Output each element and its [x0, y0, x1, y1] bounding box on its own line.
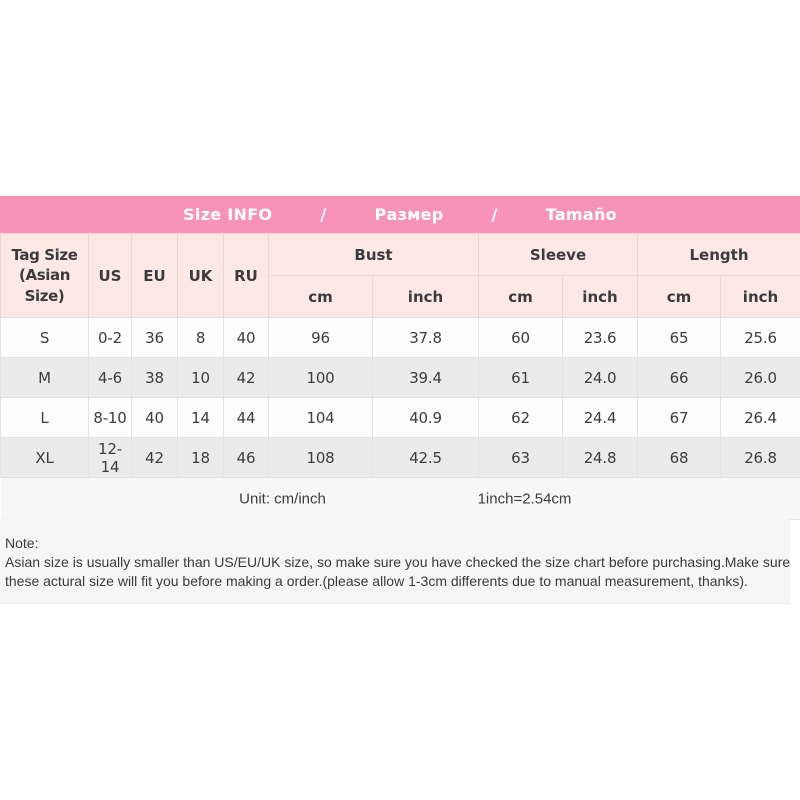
sleeve-group-header: Sleeve — [478, 233, 638, 276]
bust-group-header: Bust — [268, 233, 479, 276]
length-inch-cell: 26.4 — [720, 397, 800, 438]
length-cm-cell: 66 — [637, 357, 721, 398]
ru-size-cell: 42 — [223, 357, 269, 398]
tag-size-cell: XL — [0, 437, 89, 478]
us-size-cell: 12-14 — [88, 437, 132, 478]
bust-inch-cell: 40.9 — [372, 397, 479, 438]
sleeve-inch-cell: 24.4 — [562, 397, 638, 438]
title-segment-razmer: Размер — [374, 205, 444, 224]
size-chart: Size INFO / Размер / Tamaño Tag Size (As… — [0, 196, 800, 520]
note-line-2: these actural size will fit you before m… — [5, 573, 748, 589]
length-inch-cell: 25.6 — [720, 317, 800, 358]
size-row-s: S 0-2 36 8 40 96 37.8 60 23.6 65 25.6 — [0, 317, 800, 358]
bust-cm-cell: 104 — [268, 397, 373, 438]
uk-column-header: UK — [177, 233, 224, 318]
tag-size-cell: M — [0, 357, 89, 398]
us-size-cell: 4-6 — [88, 357, 132, 398]
eu-size-cell: 36 — [131, 317, 178, 358]
sleeve-inch-cell: 24.0 — [562, 357, 638, 398]
title-segment-tamano: Tamaño — [545, 205, 617, 224]
bust-cm-cell: 96 — [268, 317, 373, 358]
sleeve-inch-cell: 24.8 — [562, 437, 638, 478]
us-column-header: US — [88, 233, 132, 318]
title-segment-size-info: Size INFO — [183, 205, 273, 224]
ru-size-cell: 40 — [223, 317, 269, 358]
ru-size-cell: 44 — [223, 397, 269, 438]
eu-size-cell: 42 — [131, 437, 178, 478]
us-size-cell: 0-2 — [88, 317, 132, 358]
bust-cm-cell: 108 — [268, 437, 373, 478]
length-inch-cell: 26.8 — [720, 437, 800, 478]
eu-size-cell: 40 — [131, 397, 178, 438]
bust-inch-cell: 42.5 — [372, 437, 479, 478]
sleeve-cm-cell: 63 — [478, 437, 563, 478]
length-cm-header: cm — [637, 275, 721, 318]
size-table: Tag Size (Asian Size) US EU UK RU Bust S… — [0, 233, 800, 520]
uk-size-cell: 8 — [177, 317, 224, 358]
size-row-xl: XL 12-14 42 18 46 108 42.5 63 24.8 68 26… — [0, 437, 800, 478]
eu-column-header: EU — [131, 233, 178, 318]
length-cm-cell: 65 — [637, 317, 721, 358]
eu-size-cell: 38 — [131, 357, 178, 398]
size-info-title-bar: Size INFO / Размер / Tamaño — [0, 196, 800, 233]
bust-inch-cell: 37.8 — [372, 317, 479, 358]
table-header-unit-row: cm inch cm inch cm inch — [1, 275, 800, 318]
table-header-group-row: Tag Size (Asian Size) US EU UK RU Bust S… — [0, 233, 800, 318]
title-separator: / — [320, 205, 327, 224]
note-line-1: Asian size is usually smaller than US/EU… — [5, 554, 791, 570]
inch-conversion-label: 1inch=2.54cm — [477, 490, 572, 507]
sleeve-cm-cell: 60 — [478, 317, 563, 358]
tag-size-cell: L — [0, 397, 89, 438]
unit-label: Unit: cm/inch — [239, 490, 326, 507]
tag-size-header: Tag Size (Asian Size) — [0, 233, 89, 318]
uk-size-cell: 14 — [177, 397, 224, 438]
length-inch-cell: 26.0 — [720, 357, 800, 398]
bust-cm-cell: 100 — [268, 357, 373, 398]
bust-inch-cell: 39.4 — [372, 357, 479, 398]
sleeve-cm-cell: 61 — [478, 357, 563, 398]
length-cm-cell: 67 — [637, 397, 721, 438]
sleeve-inch-cell: 23.6 — [562, 317, 638, 358]
bust-inch-header: inch — [372, 275, 479, 318]
sleeve-cm-cell: 62 — [478, 397, 563, 438]
title-separator: / — [491, 205, 498, 224]
sleeve-cm-header: cm — [478, 275, 563, 318]
uk-size-cell: 10 — [177, 357, 224, 398]
sleeve-inch-header: inch — [562, 275, 638, 318]
ru-column-header: RU — [223, 233, 269, 318]
us-size-cell: 8-10 — [88, 397, 132, 438]
length-cm-cell: 68 — [637, 437, 721, 478]
length-inch-header: inch — [720, 275, 800, 318]
ru-size-cell: 46 — [223, 437, 269, 478]
note-section: Note: Asian size is usually smaller than… — [0, 518, 790, 604]
bust-cm-header: cm — [268, 275, 373, 318]
tag-size-cell: S — [0, 317, 89, 358]
length-group-header: Length — [637, 233, 800, 276]
size-row-m: M 4-6 38 10 42 100 39.4 61 24.0 66 26.0 — [0, 357, 800, 398]
unit-footer-row: Unit: cm/inch 1inch=2.54cm — [0, 477, 800, 520]
uk-size-cell: 18 — [177, 437, 224, 478]
note-label: Note: — [5, 535, 39, 551]
size-row-l: L 8-10 40 14 44 104 40.9 62 24.4 67 26.4 — [0, 397, 800, 438]
